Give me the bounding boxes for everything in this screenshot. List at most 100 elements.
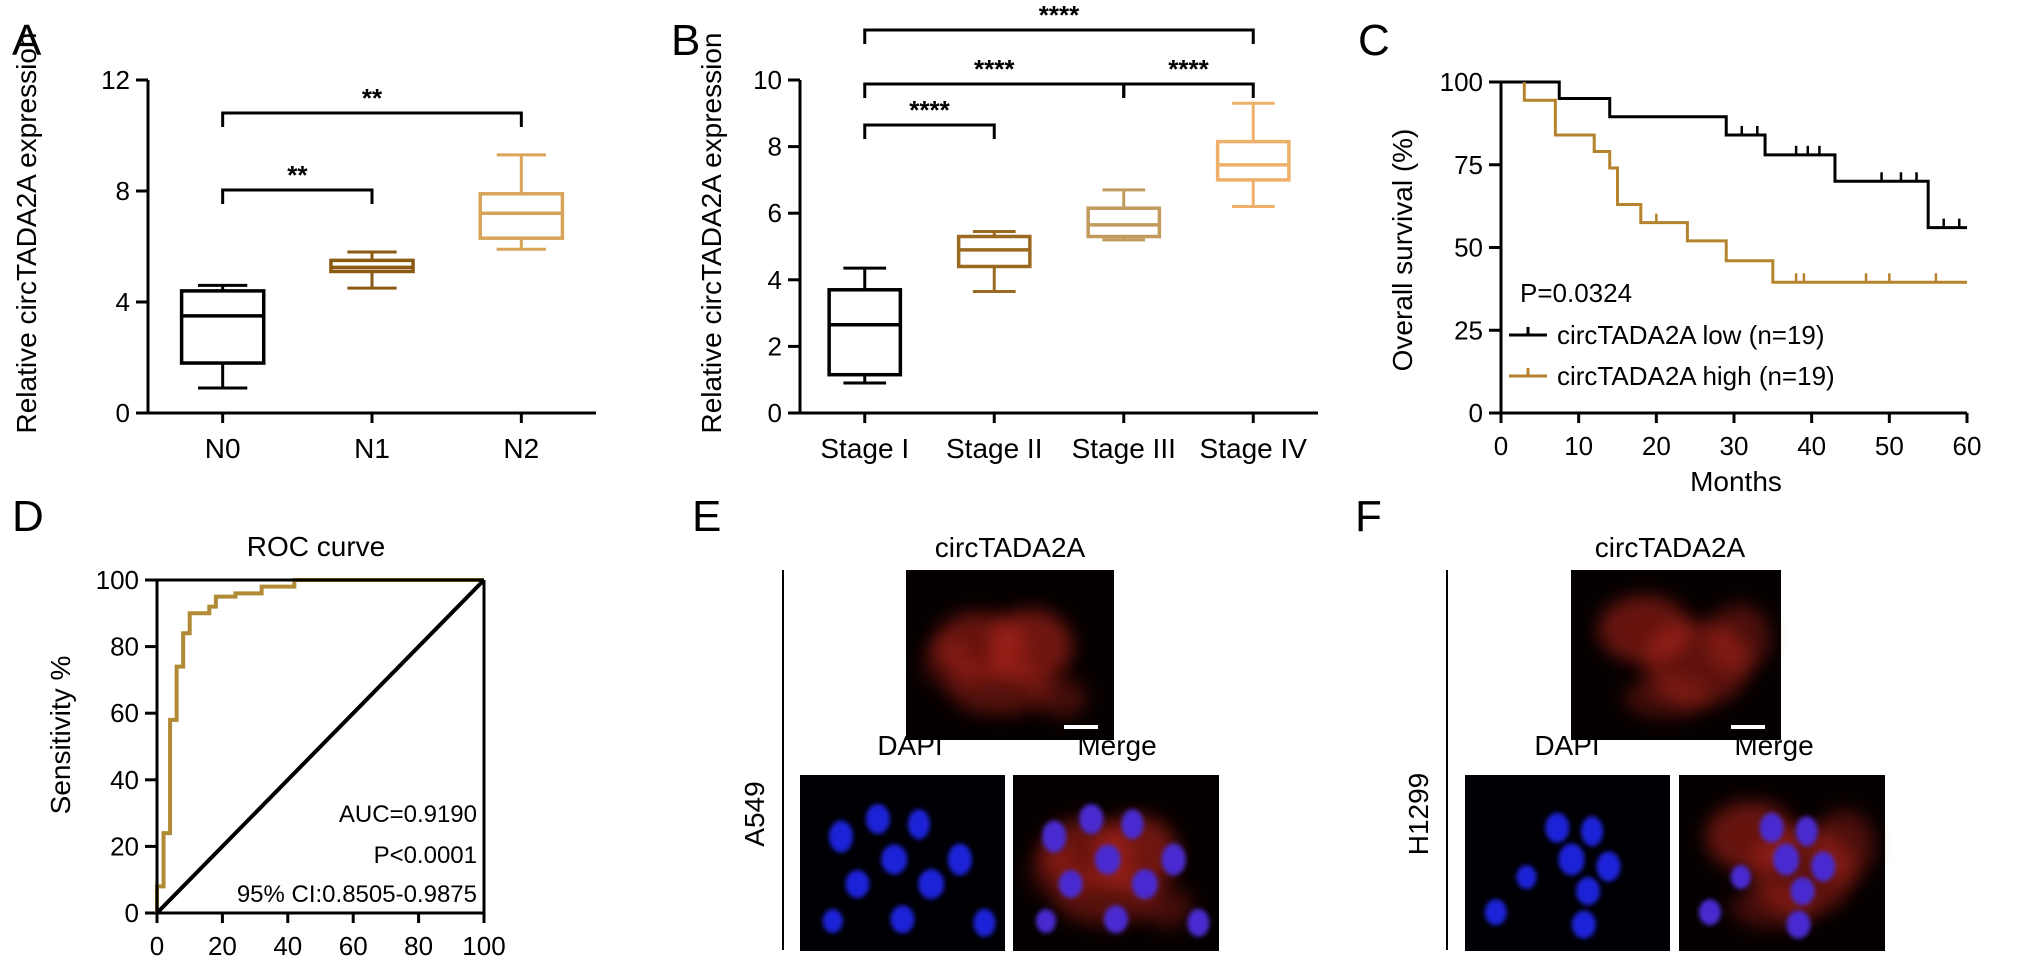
panel-f-merge-image bbox=[1679, 775, 1885, 951]
y-tick-label: 4 bbox=[116, 287, 130, 317]
nucleus bbox=[1571, 910, 1596, 939]
panel-label-d: D bbox=[12, 492, 44, 541]
x-tick-label: 60 bbox=[1953, 431, 1982, 461]
panel-f-circtada2a-image bbox=[1571, 570, 1781, 740]
y-tick-label: 8 bbox=[116, 176, 130, 206]
nucleus bbox=[918, 869, 945, 900]
x-tick-label: 20 bbox=[208, 931, 237, 961]
panel-label-c: C bbox=[1358, 16, 1390, 65]
nucleus bbox=[947, 843, 972, 876]
nucleus bbox=[1079, 804, 1104, 834]
nucleus bbox=[1187, 908, 1210, 937]
nucleus bbox=[1698, 899, 1721, 926]
nucleus bbox=[1035, 909, 1056, 934]
significance-label: **** bbox=[909, 95, 950, 125]
box-stage-i bbox=[827, 288, 903, 377]
x-tick-label: N1 bbox=[354, 433, 390, 464]
nucleus bbox=[1161, 843, 1186, 876]
y-tick-label: 0 bbox=[125, 898, 139, 928]
x-tick-label: Stage IV bbox=[1200, 433, 1308, 464]
x-tick-label: Stage III bbox=[1072, 433, 1176, 464]
y-tick-label: 60 bbox=[110, 698, 139, 728]
x-tick-label: 30 bbox=[1720, 431, 1749, 461]
significance-label: ** bbox=[362, 83, 383, 113]
legend-high-label: circTADA2A high (n=19) bbox=[1557, 361, 1835, 391]
x-tick-label: Stage I bbox=[820, 433, 909, 464]
nucleus bbox=[1558, 843, 1585, 876]
chart-d-ylabel: Sensitivity % bbox=[45, 656, 76, 815]
panel-label-f: F bbox=[1355, 492, 1382, 541]
box-n0 bbox=[179, 289, 266, 365]
significance-bracket bbox=[863, 82, 1126, 98]
y-tick-label: 12 bbox=[101, 65, 130, 95]
y-tick-label: 2 bbox=[768, 331, 782, 361]
box-stage-iv bbox=[1215, 139, 1291, 182]
y-tick-label: 100 bbox=[1440, 67, 1483, 97]
cell-signal bbox=[1142, 885, 1193, 929]
x-tick-label: Stage II bbox=[946, 433, 1043, 464]
chart-d-title: ROC curve bbox=[247, 531, 385, 562]
y-tick-label: 0 bbox=[1469, 398, 1483, 428]
y-tick-label: 20 bbox=[110, 831, 139, 861]
nucleus bbox=[845, 870, 870, 899]
nucleus bbox=[1581, 816, 1604, 847]
y-tick-label: 75 bbox=[1454, 150, 1483, 180]
y-tick-label: 8 bbox=[768, 132, 782, 162]
panel-e-dapi-image bbox=[800, 775, 1005, 951]
nucleus bbox=[1730, 865, 1751, 890]
nucleus bbox=[1795, 816, 1818, 847]
cell-signal bbox=[1707, 604, 1771, 672]
chart-b-ylabel: Relative circTADA2A expression bbox=[696, 33, 727, 434]
nucleus bbox=[1811, 851, 1836, 882]
nucleus bbox=[1576, 877, 1600, 906]
significance-bracket bbox=[863, 28, 1255, 44]
panel-f-dapi-image bbox=[1465, 775, 1670, 951]
chart-c: Overall survival (%) Months 0 25 50 75 100 0… bbox=[1387, 67, 1981, 497]
km-low-curve bbox=[1501, 80, 1967, 230]
nucleus bbox=[1516, 865, 1537, 890]
y-tick-label: 0 bbox=[768, 398, 782, 428]
panel-label-e: E bbox=[692, 492, 721, 541]
significance-bracket bbox=[1122, 82, 1255, 98]
panel-e-merge-image bbox=[1013, 775, 1219, 951]
significance-bracket bbox=[221, 111, 523, 127]
nucleus bbox=[1131, 869, 1158, 900]
y-tick-label: 100 bbox=[96, 565, 139, 595]
significance-label: **** bbox=[1039, 0, 1080, 30]
cell-signal bbox=[947, 663, 1052, 715]
chart-d-ci: 95% CI:0.8505-0.9875 bbox=[237, 881, 477, 908]
nucleus bbox=[1058, 870, 1083, 899]
nucleus bbox=[973, 908, 996, 937]
km-high-curve bbox=[1522, 82, 1967, 284]
chart-b: Relative circTADA2A expression 0 2 4 6 8 10 S… bbox=[696, 0, 1318, 464]
y-tick-label: 50 bbox=[1454, 233, 1483, 263]
chart-c-pvalue: P=0.0324 bbox=[1520, 278, 1632, 308]
nucleus bbox=[1484, 899, 1507, 926]
cell-signal bbox=[922, 638, 973, 689]
significance-label: **** bbox=[974, 54, 1015, 84]
nucleus bbox=[1596, 851, 1621, 882]
scale-bar bbox=[1064, 725, 1098, 729]
cell-signal bbox=[1623, 677, 1708, 718]
cell-signal bbox=[1037, 677, 1087, 718]
significance-label: **** bbox=[1168, 54, 1209, 84]
y-tick-label: 40 bbox=[110, 765, 139, 795]
x-tick-label: N0 bbox=[205, 433, 241, 464]
nucleus bbox=[1786, 910, 1811, 939]
nucleus bbox=[890, 905, 915, 934]
x-tick-label: 40 bbox=[273, 931, 302, 961]
significance-bracket bbox=[221, 188, 374, 204]
chart-d-pvalue: P<0.0001 bbox=[374, 842, 477, 869]
chart-d: ROC curve Sensitivity % 0 20 40 60 80 100 0 20… bbox=[45, 531, 506, 961]
chart-c-xlabel: Months bbox=[1690, 466, 1782, 497]
nucleus bbox=[1759, 812, 1784, 843]
x-tick-label: N2 bbox=[503, 433, 539, 464]
nucleus bbox=[865, 804, 890, 834]
box-stage-iii bbox=[1086, 206, 1162, 239]
panel-e-top-label: circTADA2A bbox=[935, 532, 1086, 563]
nucleus bbox=[907, 809, 930, 840]
x-tick-label: 80 bbox=[404, 931, 433, 961]
y-tick-label: 25 bbox=[1454, 315, 1483, 345]
nucleus bbox=[1121, 809, 1144, 840]
reference-diagonal bbox=[155, 578, 486, 915]
